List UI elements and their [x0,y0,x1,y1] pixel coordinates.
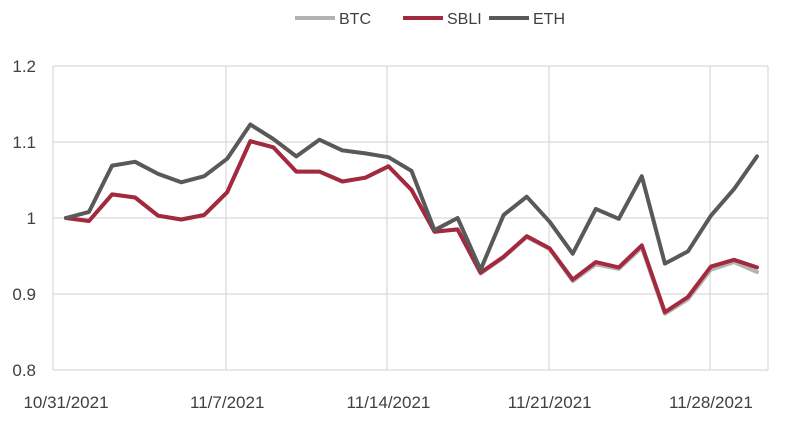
y-axis-ticks: 0.8 0.9 1 1.1 1.2 [12,57,36,380]
y-tick-label: 0.9 [12,285,36,304]
legend-label: SBLI [447,11,482,28]
x-tick-label: 11/28/2021 [669,393,753,412]
legend-item-eth: ETH [489,11,565,28]
y-tick-label: 1.2 [12,57,36,76]
x-tick-label: 11/7/2021 [190,393,264,412]
y-tick-label: 1.1 [12,133,36,152]
legend-label: ETH [533,11,565,28]
series-lines [64,122,759,316]
y-tick-label: 0.8 [12,361,36,380]
legend-item-btc: BTC [295,11,371,28]
series-line-eth [64,122,759,272]
legend-item-sbli: SBLI [403,11,482,28]
x-tick-label: 11/21/2021 [508,393,592,412]
legend: BTC SBLI ETH [295,11,565,28]
x-tick-label: 11/14/2021 [347,393,431,412]
series-line-sbli [64,139,759,315]
legend-label: BTC [339,11,371,28]
x-axis-ticks: 10/31/2021 11/7/2021 11/14/2021 11/21/2021 1… [23,393,752,412]
x-tick-label: 10/31/2021 [23,393,108,412]
y-tick-label: 1 [27,209,36,228]
